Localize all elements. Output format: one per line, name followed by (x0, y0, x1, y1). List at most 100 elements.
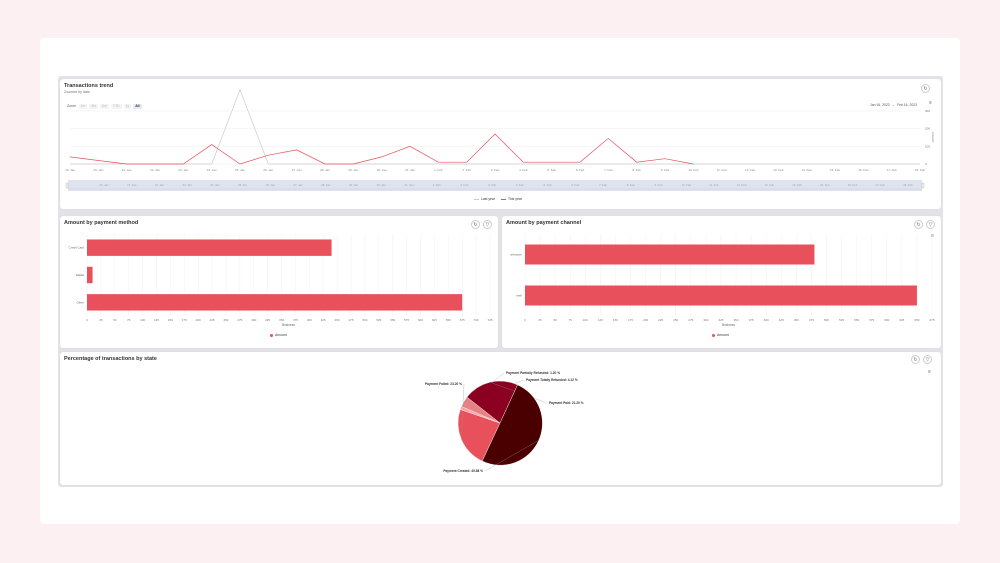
x-tick-label: 275 (688, 318, 693, 322)
x-tick-label: 650 (446, 318, 451, 322)
hamburger-menu-icon[interactable]: ≡ (929, 100, 932, 106)
zoom-1y-button[interactable]: 1y (123, 103, 132, 109)
date-range: Jan 16, 2023 → Feb 16, 2023 (870, 103, 917, 107)
zoom-ytd-button[interactable]: YTD (110, 103, 122, 109)
date-from-input[interactable]: Jan 16, 2023 (870, 103, 890, 107)
x-tick-label: 425 (321, 318, 326, 322)
navigator-tick-label: 21. Jan (127, 183, 137, 187)
category-label: Other (76, 300, 84, 304)
refresh-icon[interactable]: ↻ (471, 220, 480, 229)
zoom-controls: Zoom 1m 3m 6m YTD 1y All (67, 103, 142, 109)
category-label: Wallet (76, 273, 84, 277)
x-tick-label: 300 (251, 318, 256, 322)
refresh-icon[interactable]: ↻ (921, 84, 930, 93)
navigator-tick-label: 4. Feb (516, 183, 524, 187)
refresh-icon[interactable]: ↻ (914, 220, 923, 229)
y-tick-label: 0 (925, 162, 927, 166)
x-tick-label: 21. Jan (122, 168, 132, 172)
zoom-6m-button[interactable]: 6m (100, 103, 109, 109)
trend-legend: Last year This year (474, 197, 522, 201)
trend-title: Transactions trend (64, 83, 114, 89)
navigator-tick-label: 5. Feb (544, 183, 552, 187)
x-tick-label: 100 (140, 318, 145, 322)
x-tick-label: 24. Jan (207, 168, 217, 172)
x-tick-label: 2. Feb (462, 168, 471, 172)
navigator-tick-label: 8. Feb (627, 183, 635, 187)
filter-icon[interactable]: ▽ (483, 220, 492, 229)
payment-method-title: Amount by payment method (64, 220, 139, 226)
legend-item-this-year[interactable]: This year (500, 197, 522, 201)
payment-channel-legend[interactable]: Amount (712, 333, 729, 337)
navigator-tick-label: 6. Feb (571, 183, 579, 187)
navigator-tick-label: 20. Jan (99, 183, 109, 187)
zoom-all-button[interactable]: All (133, 103, 142, 109)
x-tick-label: 100 (583, 318, 588, 322)
zoom-1m-button[interactable]: 1m (78, 103, 88, 109)
x-tick-label: 375 (293, 318, 298, 322)
x-tick-label: 475 (809, 318, 814, 322)
x-tick-label: 30. Jan (377, 168, 387, 172)
refresh-icon[interactable]: ↻ (911, 355, 920, 364)
bar (525, 285, 917, 306)
navigator-tick-label: 7. Feb (599, 183, 607, 187)
x-tick-label: 29. Jan (348, 168, 358, 172)
x-tick-label: 11. Feb (717, 168, 727, 172)
x-tick-label: 50 (113, 318, 117, 322)
hamburger-menu-icon[interactable]: ≡ (931, 233, 934, 239)
x-tick-label: 200 (643, 318, 648, 322)
trend-subtitle: Zoomed by date (64, 90, 90, 94)
filter-icon[interactable]: ▽ (926, 220, 935, 229)
x-tick-label: 450 (335, 318, 340, 322)
navigator-tick-label: 17. Feb (876, 183, 886, 187)
date-to-input[interactable]: Feb 16, 2023 (897, 103, 917, 107)
navigator-tick-label: 12. Feb (737, 183, 747, 187)
category-label: unknown (510, 253, 522, 257)
bar (87, 294, 463, 311)
navigator-tick-label: 10. Feb (681, 183, 691, 187)
filter-icon[interactable]: ▽ (923, 355, 932, 364)
navigator-tick-label: 24. Jan (210, 183, 220, 187)
navigator-tick-label: 11. Feb (709, 183, 719, 187)
transactions-trend-chart: 0 100 200 300 Amount 19. Jan 20. Jan 21. Jan 22.… (65, 88, 935, 191)
navigator-tick-label: 29. Jan (349, 183, 359, 187)
category-label: Credit Card (69, 246, 85, 250)
x-tick-label: 4. Feb (519, 168, 528, 172)
hamburger-menu-icon[interactable]: ≡ (928, 369, 931, 375)
x-tick-label: 350 (279, 318, 284, 322)
navigator-range (68, 180, 922, 191)
legend-item-last-year[interactable]: Last year (474, 197, 495, 201)
x-tick-label: 13. Feb (773, 168, 784, 172)
navigator-tick-label: 31. Jan (404, 183, 414, 187)
x-tick-label: 400 (307, 318, 312, 322)
x-tick-label: 350 (734, 318, 739, 322)
x-tick-label: 175 (628, 318, 633, 322)
x-tick-label: 25 (99, 318, 103, 322)
navigator-tick-label: 30. Jan (377, 183, 387, 187)
x-tick-label: 675 (460, 318, 465, 322)
navigator-tick-label: 13. Feb (765, 183, 775, 187)
payment-channel-chart: 0 25 50 75 100 125 150 175 200 225 250 275 300 325 350… (510, 234, 935, 327)
x-tick-label: 525 (839, 318, 844, 322)
navigator-handle-left (65, 182, 69, 189)
pie-data-label: Payment Partially Refunded: 1.20 % (506, 371, 560, 375)
navigator-tick-label: 2. Feb (460, 183, 468, 187)
x-tick-label: 675 (929, 318, 934, 322)
pie-data-label: Payment Totally Refunded: 4.12 % (526, 378, 578, 382)
x-tick-label: 625 (432, 318, 437, 322)
x-tick-label: 3. Feb (491, 168, 500, 172)
payment-method-legend[interactable]: Amount (270, 333, 287, 337)
navigator-handle-right (921, 182, 925, 189)
x-tick-label: 16. Feb (858, 168, 869, 172)
transactions-by-state-pie: Payment Failed: 23.20 % Payment Partially… (425, 371, 584, 473)
x-tick-label: 25 (538, 318, 542, 322)
x-tick-label: 300 (703, 318, 708, 322)
navigator-tick-label: 1. Feb (433, 183, 441, 187)
zoom-3m-button[interactable]: 3m (89, 103, 99, 109)
x-tick-label: 600 (418, 318, 423, 322)
y-tick-label: 100 (925, 144, 930, 148)
transactions-trend-card: Transactions trend Zoomed by date ↻ Zoom… (60, 79, 941, 209)
pie-data-label: Payment Failed: 23.20 % (425, 382, 462, 386)
x-tick-label: 75 (569, 318, 573, 322)
navigator-tick-label: 25. Jan (238, 183, 248, 187)
x-axis-label: Business (722, 323, 735, 327)
